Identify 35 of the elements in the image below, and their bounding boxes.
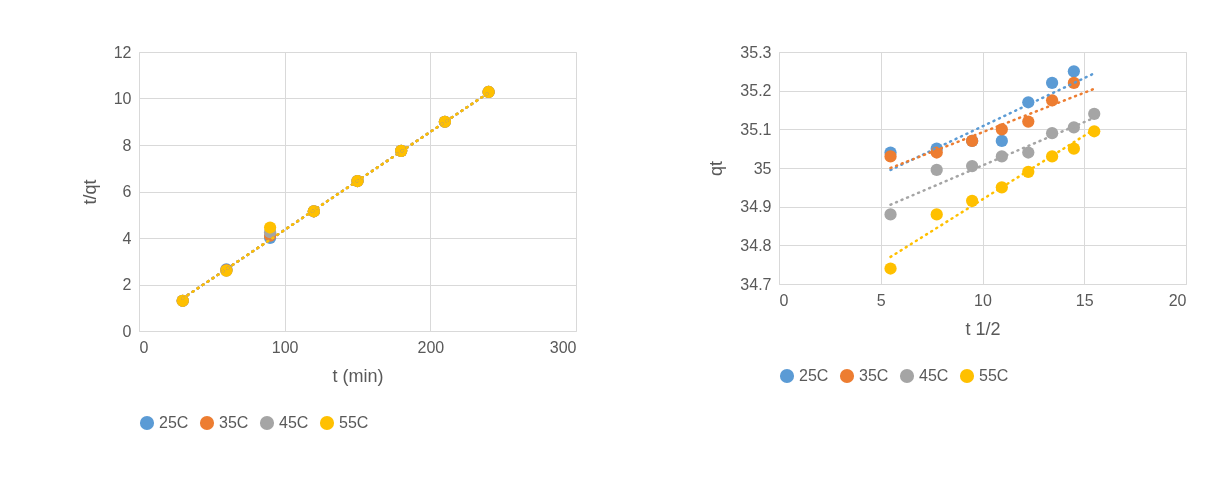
legend-label: 35C — [859, 367, 889, 384]
y-tick-label: 12 — [113, 43, 132, 61]
x-tick-label: 0 — [779, 291, 789, 309]
y-tick-label: 35.2 — [740, 82, 772, 100]
y-tick-label: 0 — [122, 322, 132, 340]
y-tick-label: 35.1 — [740, 120, 772, 138]
x-tick-label: 5 — [876, 291, 886, 309]
y-axis-title: t/qt — [79, 179, 100, 205]
y-tick-label: 10 — [113, 90, 132, 107]
x-tick-label: 10 — [974, 291, 992, 309]
legend-label: 35C — [219, 414, 249, 431]
y-axis-title: qt — [706, 160, 727, 177]
x-tick-label: 20 — [1168, 291, 1187, 309]
x-tick-label: 300 — [549, 338, 577, 356]
y-tick-label: 35.3 — [740, 43, 772, 61]
legend-label: 25C — [159, 414, 189, 431]
y-tick-label: 4 — [122, 229, 132, 247]
x-tick-label: 15 — [1075, 291, 1094, 309]
legend-label: 45C — [919, 367, 949, 384]
legend-label: 45C — [279, 414, 309, 431]
x-axis-title: t 1/2 — [965, 318, 1001, 339]
y-tick-label: 34.7 — [740, 275, 772, 293]
y-tick-label: 2 — [122, 276, 132, 293]
x-axis-title: t (min) — [332, 365, 384, 386]
x-tick-label: 100 — [271, 338, 299, 356]
legend-label: 55C — [339, 414, 369, 431]
x-tick-label: 0 — [139, 338, 149, 356]
y-tick-label: 8 — [122, 136, 132, 154]
x-tick-label: 200 — [417, 338, 445, 356]
legend-label: 55C — [979, 367, 1009, 384]
y-tick-label: 35 — [753, 159, 772, 177]
y-tick-label: 34.8 — [740, 236, 772, 254]
y-tick-label: 6 — [122, 183, 132, 200]
legend-label: 25C — [799, 367, 829, 384]
y-tick-label: 34.9 — [740, 198, 772, 216]
